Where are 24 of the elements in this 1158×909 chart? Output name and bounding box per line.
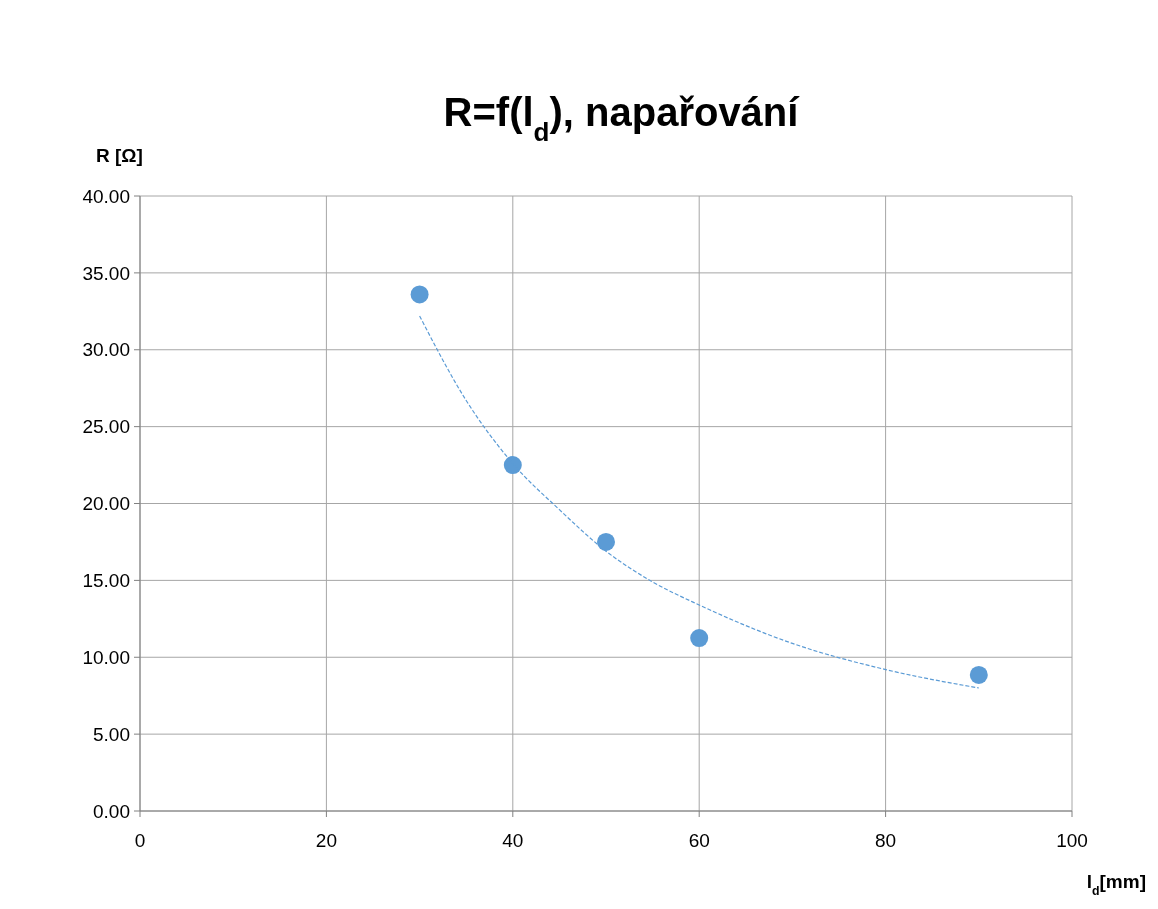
point — [690, 629, 709, 648]
point — [969, 665, 988, 684]
x-tick-label: 40 — [502, 830, 524, 851]
y-tick-label: 30.00 — [82, 339, 130, 361]
y-axis-title: R [Ω] — [96, 145, 143, 166]
y-tick-label: 25.00 — [82, 416, 130, 438]
y-tick-label: 40.00 — [82, 185, 130, 207]
x-tick-label: 60 — [688, 830, 710, 851]
x-tick-label: 20 — [315, 830, 337, 851]
y-tick-label: 15.00 — [82, 570, 130, 592]
x-tick-label: 80 — [875, 830, 897, 851]
point — [410, 285, 429, 304]
y-tick-label: 10.00 — [82, 646, 130, 668]
y-tick-label: 0.00 — [93, 800, 130, 822]
y-tick-label: 5.00 — [93, 723, 130, 745]
chart-title: R=f(l$_{d}$), napařování — [443, 90, 801, 147]
point — [503, 456, 522, 475]
x-tick-label: 100 — [1056, 830, 1088, 851]
x-axis-title: l$_{d}$[mm] — [1086, 871, 1146, 898]
x-tick-label: 0 — [134, 830, 146, 851]
y-tick-label: 20.00 — [82, 493, 130, 515]
point — [597, 532, 615, 551]
y-tick-label: 35.00 — [82, 262, 130, 284]
line-series — [419, 315, 980, 689]
